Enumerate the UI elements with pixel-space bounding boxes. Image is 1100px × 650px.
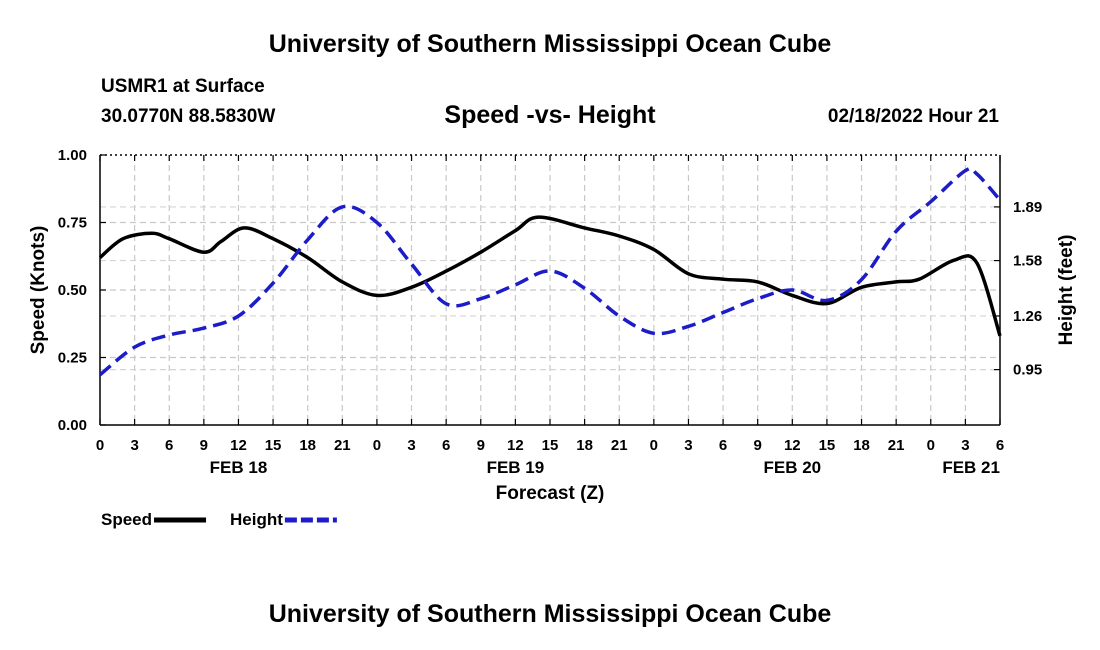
x-tick-label: 18 bbox=[853, 437, 870, 454]
y-tick-label: 0.00 bbox=[58, 417, 87, 434]
y-tick-label: 0.25 bbox=[58, 350, 87, 367]
y-axis-title: Speed (Knots) bbox=[28, 226, 49, 355]
x-tick-label: 18 bbox=[299, 437, 316, 454]
x-tick-label: 0 bbox=[650, 437, 658, 454]
x-tick-label: 21 bbox=[334, 437, 351, 454]
x-tick-label: 6 bbox=[719, 437, 727, 454]
y2-tick-label: 1.89 bbox=[1013, 199, 1042, 216]
legend-label-speed: Speed bbox=[101, 510, 152, 529]
footer-title: University of Southern Mississippi Ocean… bbox=[268, 600, 832, 628]
x-tick-label: 3 bbox=[684, 437, 692, 454]
x-tick-label: 15 bbox=[542, 437, 559, 454]
x-tick-label: 18 bbox=[576, 437, 593, 454]
chart-title: Speed -vs- Height bbox=[444, 101, 656, 129]
series-line-speed bbox=[98, 215, 1002, 337]
x-tick-label: 9 bbox=[754, 437, 762, 454]
date-label: FEB 19 bbox=[487, 458, 545, 477]
date-label: FEB 20 bbox=[763, 458, 821, 477]
x-tick-label: 21 bbox=[611, 437, 628, 454]
x-axis-title: Forecast (Z) bbox=[496, 483, 605, 504]
y-tick-label: 0.75 bbox=[58, 215, 87, 232]
y2-tick-label: 0.95 bbox=[1013, 362, 1042, 379]
station-coordinates: 30.0770N 88.5830W bbox=[101, 106, 276, 127]
x-tick-label: 15 bbox=[265, 437, 282, 454]
forecast-datetime: 02/18/2022 Hour 21 bbox=[827, 106, 999, 127]
x-tick-label: 21 bbox=[888, 437, 905, 454]
x-tick-label: 0 bbox=[373, 437, 381, 454]
x-tick-label: 6 bbox=[442, 437, 450, 454]
x-tick-label: 12 bbox=[507, 437, 524, 454]
date-label: FEB 21 bbox=[942, 458, 1000, 477]
series-line-height bbox=[98, 166, 1002, 377]
x-tick-label: 0 bbox=[927, 437, 935, 454]
x-tick-label: 15 bbox=[819, 437, 836, 454]
x-tick-label: 6 bbox=[996, 437, 1004, 454]
y2-tick-label: 1.26 bbox=[1013, 308, 1042, 325]
y-tick-label: 1.00 bbox=[58, 147, 87, 164]
page-title: University of Southern Mississippi Ocean… bbox=[268, 30, 832, 58]
y-tick-label: 0.50 bbox=[58, 282, 87, 299]
x-tick-label: 6 bbox=[165, 437, 173, 454]
x-tick-label: 12 bbox=[784, 437, 801, 454]
x-tick-label: 9 bbox=[477, 437, 485, 454]
y2-tick-label: 1.58 bbox=[1013, 253, 1042, 270]
station-label: USMR1 at Surface bbox=[101, 76, 265, 97]
x-tick-label: 12 bbox=[230, 437, 247, 454]
x-tick-label: 3 bbox=[130, 437, 138, 454]
x-tick-label: 0 bbox=[96, 437, 104, 454]
x-tick-label: 9 bbox=[200, 437, 208, 454]
date-label: FEB 18 bbox=[210, 458, 268, 477]
y2-axis-title: Height (feet) bbox=[1056, 235, 1077, 346]
legend-label-height: Height bbox=[230, 510, 283, 529]
x-tick-label: 3 bbox=[407, 437, 415, 454]
x-tick-label: 3 bbox=[961, 437, 969, 454]
